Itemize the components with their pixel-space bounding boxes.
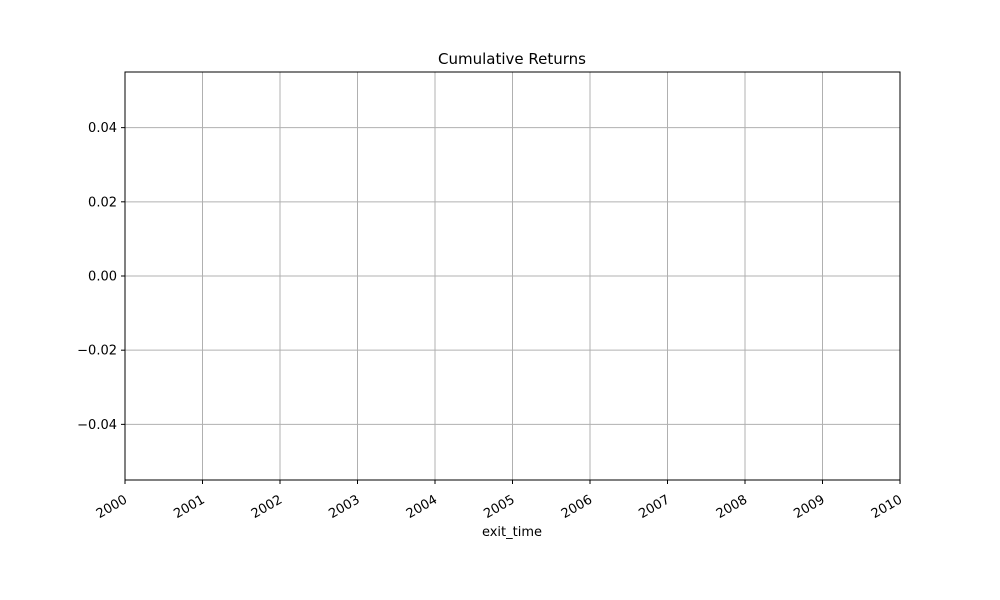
y-axis: 0.04 0.02 0.00 −0.02 −0.04 <box>77 121 125 433</box>
y-tick-label: −0.02 <box>77 344 117 359</box>
y-tick-label: 0.00 <box>88 270 117 285</box>
chart-title: Cumulative Returns <box>438 50 586 68</box>
y-tick-label: 0.02 <box>88 195 117 210</box>
y-tick-label: 0.04 <box>88 121 117 136</box>
y-tick-label: −0.04 <box>77 418 117 433</box>
x-axis-label: exit_time <box>482 525 542 540</box>
